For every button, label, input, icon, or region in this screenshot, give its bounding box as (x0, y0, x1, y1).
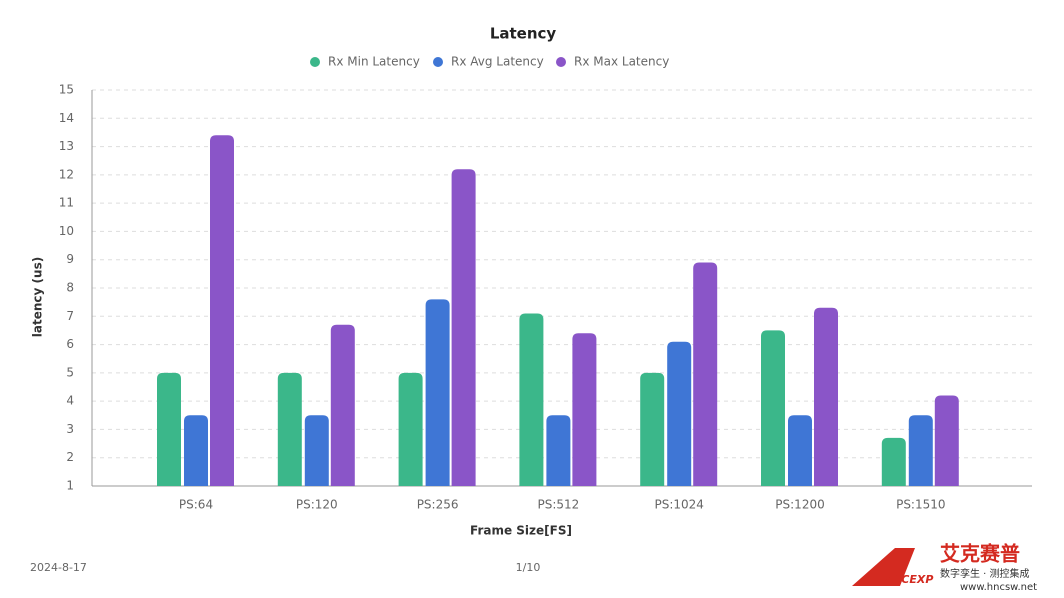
legend-label: Rx Avg Latency (451, 55, 544, 69)
bar (788, 415, 812, 486)
y-tick-label: 9 (66, 252, 74, 266)
y-tick-label: 6 (66, 337, 74, 351)
bar (304, 415, 329, 486)
bar (667, 341, 692, 486)
y-tick-label: 4 (66, 394, 74, 408)
footer-page: 1/10 (516, 561, 541, 574)
bar (814, 307, 838, 486)
y-tick-label: 14 (59, 111, 74, 125)
y-tick-label: 3 (66, 422, 74, 436)
x-tick-label: PS:1200 (775, 498, 824, 512)
y-axis-label: latency (us) (31, 257, 45, 337)
bar (572, 333, 597, 486)
x-tick-label: PS:256 (417, 498, 459, 512)
footer-date: 2024-8-17 (30, 561, 87, 574)
bar (761, 330, 785, 486)
y-tick-label: 5 (66, 365, 74, 379)
logo-shape (852, 548, 915, 586)
x-tick-label: PS:1510 (896, 498, 945, 512)
bar (330, 324, 355, 486)
bar (908, 415, 933, 486)
bar (693, 262, 718, 486)
bar (184, 415, 208, 486)
bar (398, 372, 423, 486)
x-tick-label: PS:512 (537, 498, 579, 512)
y-tick-label: 7 (66, 309, 74, 323)
y-tick-label: 10 (59, 224, 74, 238)
legend-marker (310, 57, 320, 67)
legend-marker (556, 57, 566, 67)
bar (519, 313, 544, 486)
chart-title: Latency (490, 25, 557, 43)
bar (934, 395, 959, 486)
y-tick-label: 1 (66, 479, 74, 493)
y-tick-label: 13 (59, 139, 74, 153)
bar (546, 415, 571, 486)
bar (640, 372, 665, 486)
logo-mark: ACCEXP (884, 573, 933, 586)
bar (451, 169, 476, 486)
x-axis-label: Frame Size[FS] (470, 524, 572, 538)
logo-url: www.hncsw.net (960, 582, 1037, 593)
y-tick-label: 8 (66, 281, 74, 295)
bar (277, 372, 302, 486)
y-tick-label: 12 (59, 167, 74, 181)
logo-tagline: 数字孪生 · 测控集成 (940, 567, 1030, 580)
bar (881, 437, 906, 486)
y-tick-label: 15 (59, 83, 74, 97)
y-tick-label: 2 (66, 450, 74, 464)
legend-label: Rx Min Latency (328, 55, 420, 69)
y-tick-label: 11 (59, 196, 74, 210)
legend-label: Rx Max Latency (574, 55, 669, 69)
bar (425, 299, 450, 486)
logo-brand: 艾克赛普 (940, 542, 1020, 566)
bar (210, 135, 234, 486)
legend-marker (433, 57, 443, 67)
x-tick-label: PS:120 (296, 498, 338, 512)
x-tick-label: PS:64 (179, 498, 213, 512)
bar (157, 372, 181, 486)
x-tick-label: PS:1024 (654, 498, 703, 512)
